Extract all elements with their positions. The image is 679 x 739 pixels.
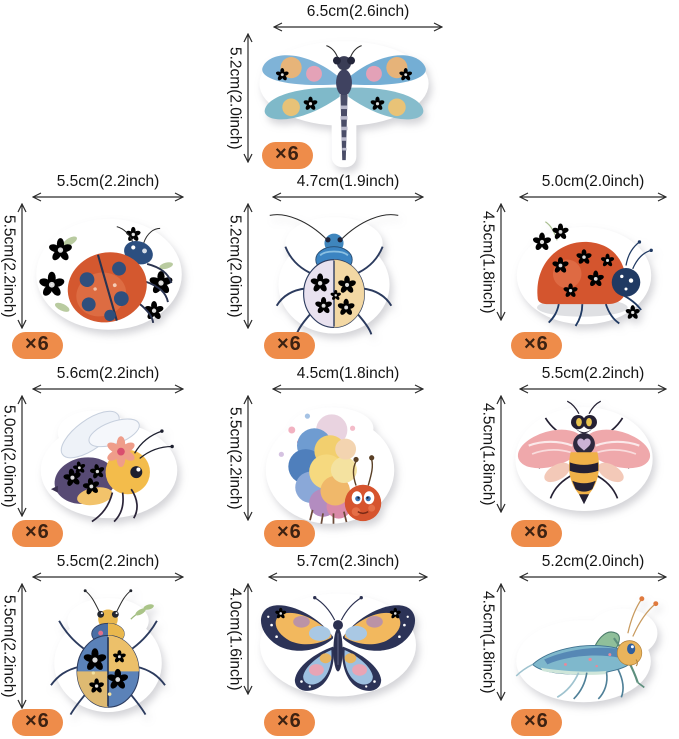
quantity-badge: ×6	[511, 332, 562, 359]
quantity-badge: ×6	[12, 332, 63, 359]
height-label: 5.5cm(2.2inch)	[0, 594, 18, 698]
sticker-cell-caterpillar: 4.5cm(1.8inch) 5.5cm(2.2inch)	[226, 362, 453, 550]
sticker-cell-blue-beetle: 4.7cm(1.9inch) 5.2cm(2.0inch)	[226, 170, 453, 362]
height-arrow	[17, 395, 27, 518]
width-label: 5.5cm(2.2inch)	[56, 553, 160, 570]
blue-beetle-image	[255, 205, 413, 337]
height-label: 4.5cm(1.8inch)	[479, 590, 497, 694]
height-arrow	[496, 583, 506, 702]
quantity-badge: ×6	[12, 709, 63, 736]
grasshopper-image	[508, 585, 664, 711]
flower-beetle-image	[29, 585, 187, 717]
width-label: 4.5cm(1.8inch)	[296, 365, 400, 382]
width-arrow	[32, 384, 184, 394]
width-label: 5.5cm(2.2inch)	[56, 173, 160, 190]
sticker-cell-flower-beetle: 5.5cm(2.2inch) 5.5cm(2.2inch)	[0, 550, 226, 739]
width-arrow	[268, 572, 428, 582]
sticker-cell-bee-side: 5.6cm(2.2inch) 5.0cm(2.0inch)	[0, 362, 226, 550]
height-arrow	[496, 203, 506, 322]
sticker-cell-bee-top: 5.5cm(2.2inch) 4.5cm(1.8inch)	[453, 362, 679, 550]
height-arrow	[17, 203, 27, 330]
dragonfly-image	[255, 35, 433, 169]
height-arrow	[17, 583, 27, 710]
height-arrow	[496, 395, 506, 514]
width-arrow	[272, 384, 424, 394]
ladybug-side-image	[508, 205, 660, 331]
width-label: 6.5cm(2.6inch)	[306, 3, 410, 20]
height-arrow	[243, 583, 253, 696]
quantity-badge: ×6	[12, 520, 63, 547]
width-label: 5.2cm(2.0inch)	[541, 553, 645, 570]
height-arrow	[243, 203, 253, 330]
quantity-badge: ×6	[262, 142, 313, 169]
height-arrow	[243, 33, 253, 164]
width-label: 4.7cm(1.9inch)	[296, 173, 400, 190]
width-arrow	[32, 192, 184, 202]
bee-side-image	[29, 397, 189, 525]
width-arrow	[273, 22, 443, 32]
caterpillar-image	[255, 397, 405, 529]
width-arrow	[519, 192, 667, 202]
height-label: 4.0cm(1.6inch)	[226, 587, 244, 691]
width-label: 5.5cm(2.2inch)	[541, 365, 645, 382]
height-label: 5.5cm(2.2inch)	[226, 406, 244, 510]
height-label: 4.5cm(1.8inch)	[479, 402, 497, 506]
width-label: 5.6cm(2.2inch)	[56, 365, 160, 382]
width-label: 5.0cm(2.0inch)	[541, 173, 645, 190]
width-label: 5.7cm(2.3inch)	[296, 553, 400, 570]
sticker-cell-butterfly: 5.7cm(2.3inch) 4.0cm(1.6inch)	[226, 550, 453, 739]
quantity-badge: ×6	[511, 709, 562, 736]
quantity-badge: ×6	[264, 332, 315, 359]
quantity-badge: ×6	[264, 709, 315, 736]
ladybug-top-image	[29, 205, 189, 335]
sticker-cell-grasshopper: 5.2cm(2.0inch) 4.5cm(1.8inch)	[453, 550, 679, 739]
width-arrow	[272, 192, 424, 202]
height-label: 5.5cm(2.2inch)	[0, 214, 18, 318]
sticker-cell-ladybug-top: 5.5cm(2.2inch) 5.5cm(2.2inch)	[0, 170, 226, 362]
height-label: 4.5cm(1.8inch)	[479, 210, 497, 314]
sticker-cell-ladybug-side: 5.0cm(2.0inch) 4.5cm(1.8inch)	[453, 170, 679, 362]
height-label: 5.2cm(2.0inch)	[226, 46, 244, 150]
height-label: 5.2cm(2.0inch)	[226, 214, 244, 318]
quantity-badge: ×6	[511, 520, 562, 547]
width-arrow	[32, 572, 184, 582]
width-arrow	[519, 384, 667, 394]
bee-top-image	[508, 397, 660, 521]
sticker-cell-dragonfly: 6.5cm(2.6inch) 5.2cm(2.0inch)	[226, 0, 453, 170]
height-arrow	[243, 395, 253, 522]
quantity-badge: ×6	[264, 520, 315, 547]
butterfly-image	[255, 585, 421, 705]
width-arrow	[519, 572, 667, 582]
height-label: 5.0cm(2.0inch)	[0, 404, 18, 508]
